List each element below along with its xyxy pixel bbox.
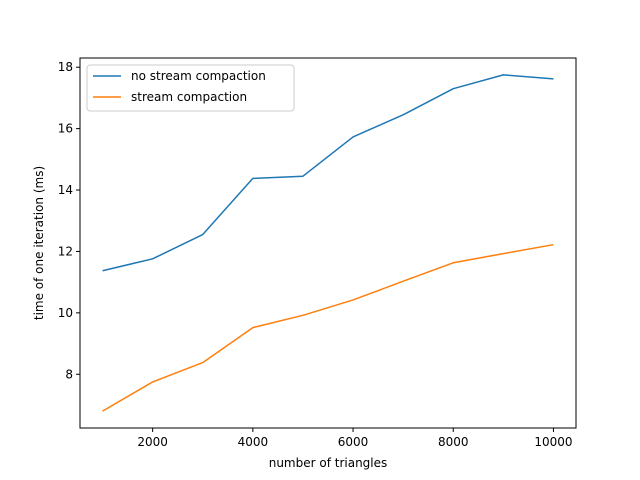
y-tick-label: 16 (58, 122, 73, 136)
x-axis: 2000 4000 6000 8000 10000 (137, 428, 573, 449)
legend-label-1: no stream compaction (131, 69, 266, 83)
legend-box (86, 64, 295, 112)
y-tick-label: 12 (58, 244, 73, 258)
y-axis-label: time of one iteration (ms) (32, 166, 46, 320)
x-tick-label: 8000 (438, 435, 469, 449)
x-tick-label: 6000 (338, 435, 369, 449)
series-line-1 (102, 74, 554, 272)
legend: no stream compaction stream compaction (86, 64, 295, 112)
x-axis-label: number of triangles (269, 456, 388, 470)
y-tick-label: 10 (58, 306, 73, 320)
y-tick-label: 14 (58, 183, 73, 197)
y-tick-label: 8 (65, 367, 73, 381)
series-line-2 (102, 243, 554, 412)
legend-label-2: stream compaction (131, 90, 247, 104)
x-tick-label: 10000 (534, 435, 572, 449)
y-tick-label: 18 (58, 60, 73, 74)
series-layer (102, 74, 554, 412)
x-tick-label: 4000 (238, 435, 269, 449)
plot-area-frame (79, 57, 577, 429)
x-tick-label: 2000 (137, 435, 168, 449)
y-axis: 8 10 12 14 16 18 (58, 60, 80, 381)
